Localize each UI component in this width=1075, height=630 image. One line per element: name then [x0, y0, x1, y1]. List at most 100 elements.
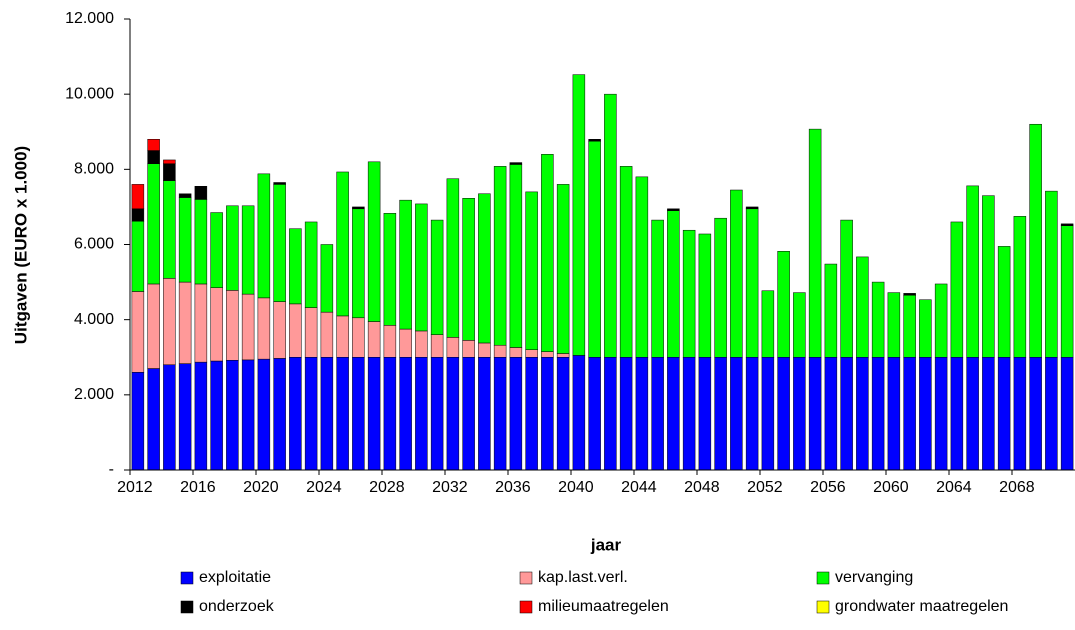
bar-segment [745, 208, 759, 358]
bar-segment [478, 193, 491, 344]
x-tick-label: 2064 [936, 479, 972, 496]
y-tick-label: 6.000 [74, 236, 114, 253]
y-axis-title: Uitgaven (EURO x 1.000) [11, 146, 30, 344]
bar-segment [147, 283, 160, 369]
bar-segment [289, 303, 302, 358]
x-tick-label: 2012 [117, 479, 153, 496]
bar-segment [478, 357, 491, 471]
bar-segment [887, 357, 901, 471]
bar-segment [682, 229, 696, 358]
bar-segment [509, 357, 523, 471]
bar-segment [840, 357, 853, 471]
bar-segment [856, 256, 869, 358]
bar-segment [493, 357, 507, 471]
bar-segment [336, 171, 349, 317]
bar-segment [730, 189, 743, 358]
bar-segment [588, 139, 601, 142]
bar-segment [178, 281, 192, 364]
bar-segment [714, 357, 727, 471]
bar-segment [163, 364, 176, 471]
bar-segment [320, 311, 334, 358]
bar-segment [824, 357, 838, 471]
legend-label: onderzoek [199, 598, 275, 615]
bar-segment [194, 283, 208, 363]
bar-segment [808, 357, 822, 471]
bar-segment [651, 219, 664, 358]
bar-segment [210, 287, 223, 362]
bar-segment [745, 357, 759, 471]
bar-segment [352, 357, 365, 471]
bar-segment [682, 357, 696, 471]
bar-segment [147, 163, 160, 285]
bar-segment [509, 347, 523, 358]
bar-segment [588, 357, 601, 471]
bar-segment [966, 357, 979, 471]
bar-segment [541, 351, 554, 358]
bar-segment [147, 150, 160, 164]
bar-segment [541, 154, 554, 352]
bar-segment [934, 357, 948, 471]
y-tick-label: 8.000 [74, 161, 114, 178]
bar-segment [462, 340, 475, 358]
legend-label: exploitatie [199, 569, 271, 586]
bar-segment [667, 210, 680, 358]
x-tick-label: 2024 [306, 479, 342, 496]
bar-segment [163, 159, 176, 164]
bar-segment [1029, 357, 1042, 471]
bar-segment [320, 244, 334, 313]
bar-segment [730, 357, 743, 471]
bar-segment [226, 290, 239, 361]
legend-swatch [816, 571, 830, 585]
bar-segment [415, 357, 428, 471]
bar-segment [367, 321, 381, 358]
bar-segment [556, 357, 570, 471]
bar-segment [131, 184, 145, 210]
bar-segment [1060, 357, 1074, 471]
bar-segment [493, 344, 507, 358]
bar-segment [352, 317, 365, 358]
bar-segment [493, 166, 507, 346]
bar-segment [997, 246, 1011, 358]
bar-segment [273, 358, 286, 471]
bar-segment [698, 357, 712, 471]
bar-segment [509, 162, 523, 165]
bar-segment [572, 355, 586, 471]
bar-segment [824, 263, 838, 358]
bar-segment [352, 206, 365, 210]
bar-segment [525, 357, 538, 471]
x-tick-label: 2048 [684, 479, 720, 496]
bar-segment [934, 283, 948, 358]
bar-segment [131, 220, 145, 292]
bar-segment [163, 180, 176, 279]
x-tick-label: 2016 [180, 479, 216, 496]
bar-segment [399, 328, 412, 358]
bar-segment [572, 74, 586, 356]
bar-segment [1045, 357, 1058, 471]
bar-segment [304, 221, 318, 308]
bar-segment [556, 353, 570, 358]
bar-segment [304, 307, 318, 358]
bar-segment [556, 184, 570, 354]
x-tick-label: 2056 [810, 479, 846, 496]
bar-segment [950, 221, 964, 358]
bar-segment [383, 325, 397, 358]
bar-segment [399, 357, 412, 471]
bar-segment [446, 178, 460, 338]
x-tick-label: 2036 [495, 479, 531, 496]
legend-swatch [816, 600, 830, 614]
bar-segment [950, 357, 964, 471]
bar-segment [273, 182, 286, 185]
bar-segment [399, 199, 412, 330]
legend-swatch [519, 571, 533, 585]
bar-segment [194, 361, 208, 471]
bar-segment [336, 315, 349, 358]
bar-segment [430, 357, 444, 471]
bar-segment [257, 297, 271, 360]
bar-segment [194, 199, 208, 285]
legend-swatch [180, 571, 194, 585]
bar-segment [982, 195, 995, 358]
bar-segment [619, 166, 633, 358]
bar-segment [210, 360, 223, 471]
bar-segment [462, 357, 475, 471]
bar-segment [982, 357, 995, 471]
